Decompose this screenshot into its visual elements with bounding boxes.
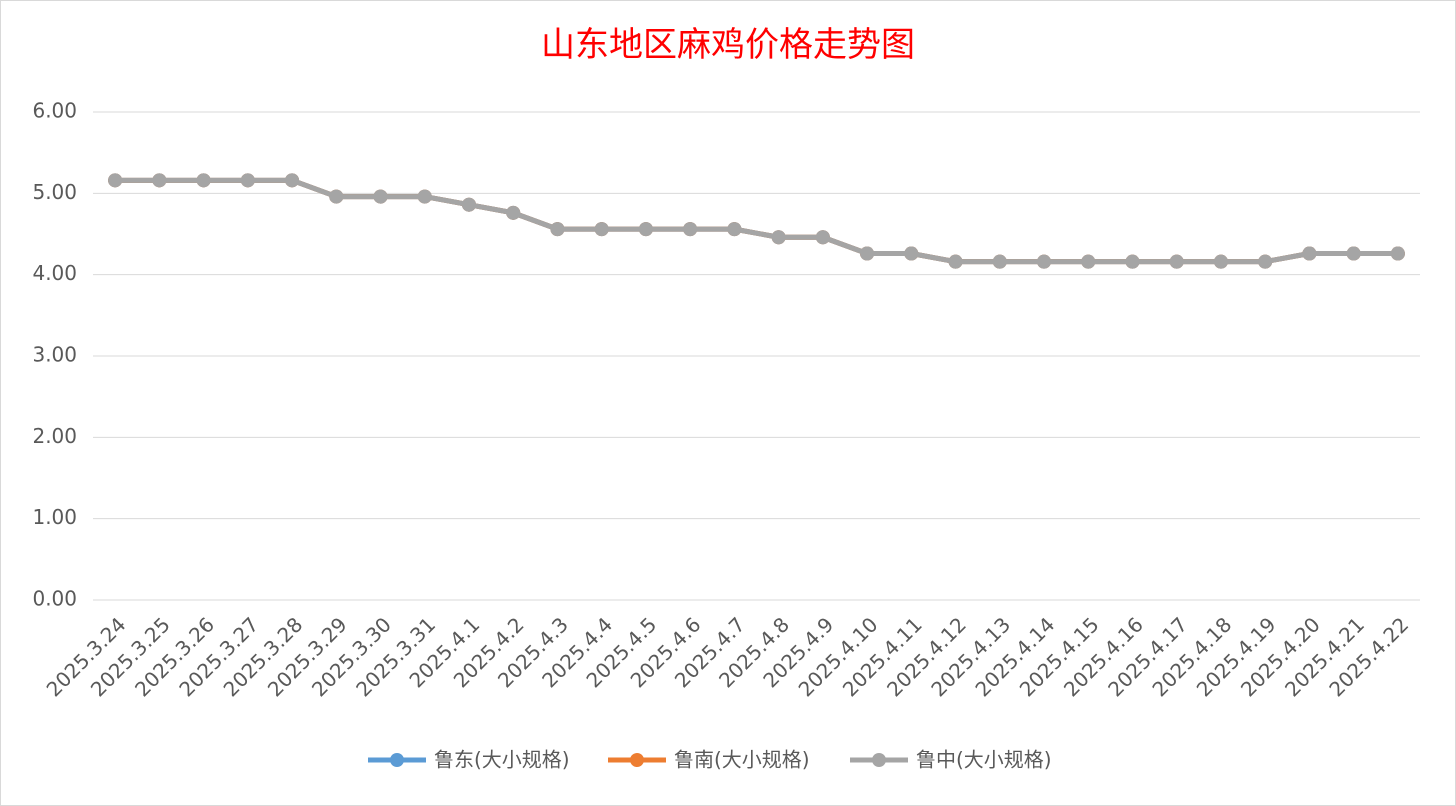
y-tick-label: 5.00 bbox=[32, 180, 77, 204]
point-marker bbox=[771, 230, 786, 245]
point-marker bbox=[506, 205, 521, 220]
legend-label: 鲁东(大小规格) bbox=[434, 748, 570, 772]
chart-title: 山东地区麻鸡价格走势图 bbox=[541, 25, 915, 65]
y-tick-label: 0.00 bbox=[32, 587, 77, 611]
legend-marker bbox=[630, 753, 644, 767]
point-marker bbox=[196, 173, 211, 188]
legend-label: 鲁中(大小规格) bbox=[916, 748, 1052, 772]
y-tick-label: 3.00 bbox=[32, 343, 77, 367]
legend-label: 鲁南(大小规格) bbox=[674, 748, 810, 772]
point-marker bbox=[1213, 254, 1228, 269]
point-marker bbox=[948, 254, 963, 269]
point-marker bbox=[638, 222, 653, 237]
point-marker bbox=[992, 254, 1007, 269]
y-tick-label: 1.00 bbox=[32, 505, 77, 529]
point-marker bbox=[1390, 246, 1405, 261]
point-marker bbox=[1037, 254, 1052, 269]
point-marker bbox=[550, 222, 565, 237]
point-marker bbox=[1258, 254, 1273, 269]
y-tick-label: 2.00 bbox=[32, 424, 77, 448]
y-tick-label: 4.00 bbox=[32, 261, 77, 285]
point-marker bbox=[594, 222, 609, 237]
point-marker bbox=[727, 222, 742, 237]
point-marker bbox=[1302, 246, 1317, 261]
point-marker bbox=[1081, 254, 1096, 269]
point-marker bbox=[108, 173, 123, 188]
point-marker bbox=[240, 173, 255, 188]
point-marker bbox=[152, 173, 167, 188]
legend-marker bbox=[872, 753, 886, 767]
point-marker bbox=[1346, 246, 1361, 261]
point-marker bbox=[417, 189, 432, 204]
point-marker bbox=[860, 246, 875, 261]
point-marker bbox=[461, 197, 476, 212]
y-tick-label: 6.00 bbox=[32, 99, 77, 123]
point-marker bbox=[373, 189, 388, 204]
point-marker bbox=[329, 189, 344, 204]
point-marker bbox=[285, 173, 300, 188]
point-marker bbox=[1125, 254, 1140, 269]
point-marker bbox=[1169, 254, 1184, 269]
point-marker bbox=[904, 246, 919, 261]
series-line bbox=[115, 177, 1398, 265]
point-marker bbox=[683, 222, 698, 237]
point-marker bbox=[815, 230, 830, 245]
legend-marker bbox=[390, 753, 404, 767]
